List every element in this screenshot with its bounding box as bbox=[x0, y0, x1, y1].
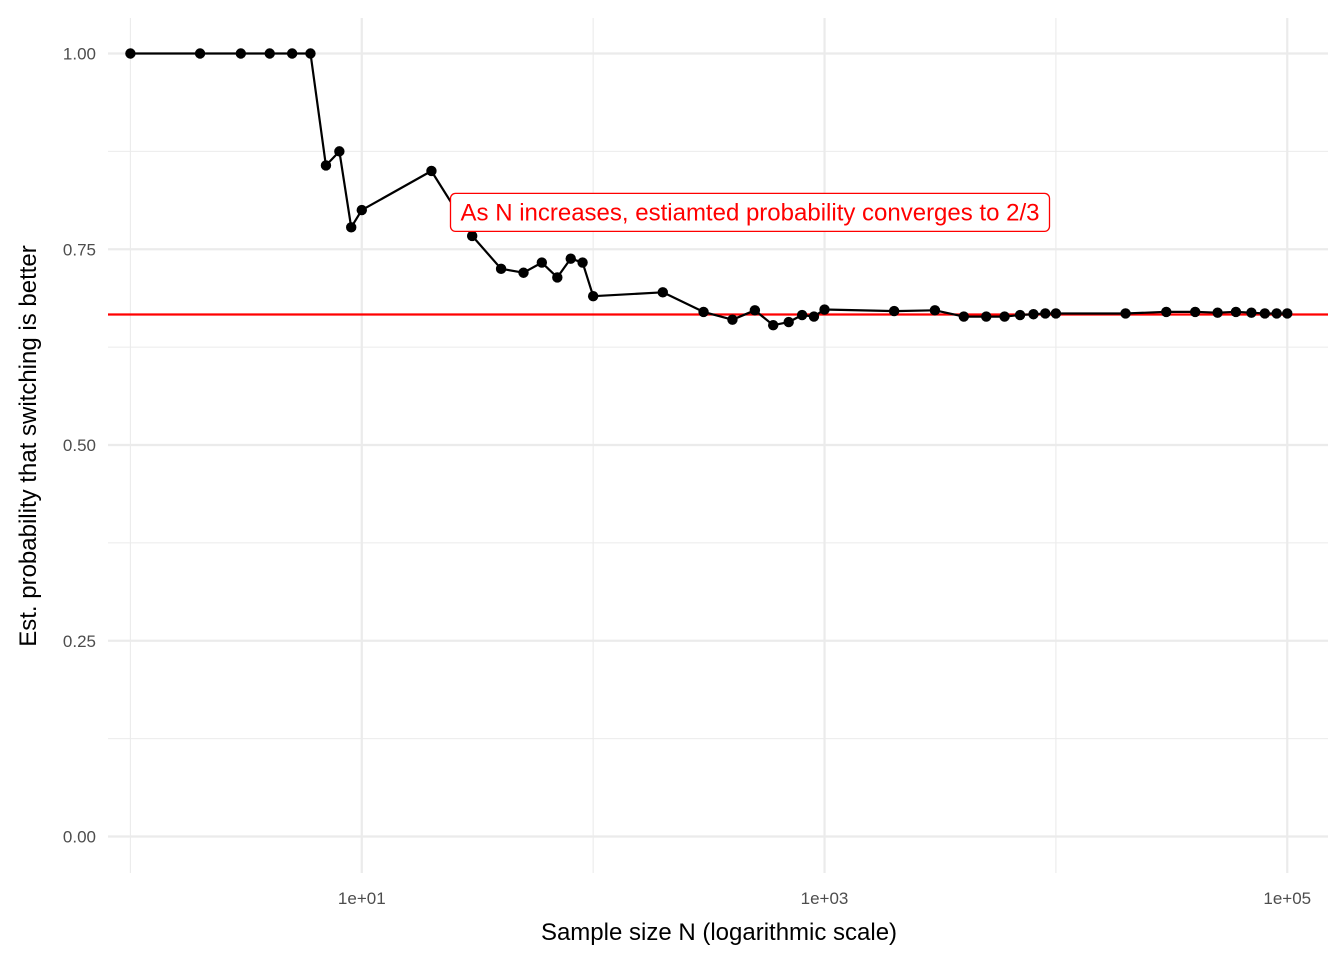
x-tick-label: 1e+01 bbox=[338, 889, 386, 908]
data-point bbox=[235, 48, 247, 59]
major-gridlines bbox=[108, 18, 1328, 873]
data-point bbox=[587, 291, 599, 302]
data-point bbox=[495, 263, 507, 275]
data-point bbox=[1259, 308, 1271, 319]
data-point bbox=[1212, 307, 1223, 318]
data-point bbox=[1120, 308, 1131, 319]
data-point bbox=[426, 165, 437, 177]
y-tick-label: 1.00 bbox=[63, 45, 96, 64]
data-point bbox=[1246, 307, 1257, 318]
data-point bbox=[808, 311, 820, 322]
data-point bbox=[305, 48, 316, 59]
data-point bbox=[1040, 308, 1051, 319]
data-point bbox=[125, 48, 136, 59]
y-tick-label: 0.00 bbox=[63, 828, 96, 847]
data-point bbox=[334, 146, 345, 157]
data-point bbox=[466, 230, 478, 242]
series-line bbox=[130, 52, 1288, 327]
data-point bbox=[981, 311, 992, 322]
data-point bbox=[1282, 308, 1293, 319]
data-point bbox=[749, 305, 761, 316]
x-tick-label: 1e+03 bbox=[801, 889, 849, 908]
data-point bbox=[1230, 306, 1242, 318]
y-tick-label: 0.25 bbox=[63, 632, 96, 651]
data-point bbox=[767, 320, 779, 331]
data-point bbox=[286, 48, 298, 59]
x-tick-labels: 1e+01 1e+03 1e+05 bbox=[338, 889, 1311, 908]
data-point bbox=[929, 305, 941, 316]
data-point bbox=[819, 304, 830, 315]
data-point bbox=[346, 222, 357, 233]
data-point bbox=[1014, 309, 1026, 321]
series-layer bbox=[125, 48, 1293, 331]
y-tick-label: 0.50 bbox=[63, 436, 96, 455]
data-point bbox=[552, 272, 563, 283]
data-point bbox=[1161, 306, 1172, 318]
data-point bbox=[657, 287, 669, 298]
data-point bbox=[356, 204, 367, 216]
annotation-layer: As N increases, estiamted probability co… bbox=[449, 192, 1051, 233]
data-point bbox=[727, 314, 738, 325]
data-point bbox=[320, 160, 332, 171]
y-tick-labels: 0.00 0.25 0.50 0.75 1.00 bbox=[63, 45, 96, 847]
data-point bbox=[999, 311, 1010, 322]
y-axis-title: Est. probability that switching is bette… bbox=[15, 245, 42, 647]
data-point bbox=[1050, 308, 1062, 319]
x-axis-title: Sample size N (logarithmic scale) bbox=[541, 919, 897, 946]
y-tick-label: 0.75 bbox=[63, 240, 96, 259]
data-point bbox=[1028, 309, 1039, 320]
data-point bbox=[264, 48, 275, 59]
data-point bbox=[796, 309, 808, 321]
annotation-label: As N increases, estiamted probability co… bbox=[461, 199, 1040, 226]
data-point bbox=[888, 305, 900, 317]
data-point bbox=[1271, 308, 1282, 319]
data-point bbox=[577, 257, 588, 268]
data-point bbox=[1189, 306, 1201, 318]
x-tick-label: 1e+05 bbox=[1263, 889, 1311, 908]
data-point bbox=[536, 257, 548, 268]
data-point bbox=[783, 316, 794, 328]
minor-gridlines bbox=[108, 18, 1328, 873]
data-point bbox=[698, 306, 709, 318]
data-point bbox=[958, 311, 970, 322]
annotation-label-box bbox=[449, 192, 1051, 233]
data-point bbox=[565, 253, 576, 264]
data-point bbox=[194, 48, 206, 59]
data-point bbox=[518, 267, 529, 278]
